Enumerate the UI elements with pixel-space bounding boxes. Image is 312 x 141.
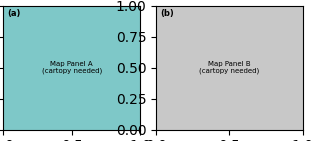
Text: (a): (a) (7, 9, 21, 18)
Text: Map Panel B
(cartopy needed): Map Panel B (cartopy needed) (199, 61, 260, 74)
Text: (b): (b) (160, 9, 174, 18)
Text: Map Panel A
(cartopy needed): Map Panel A (cartopy needed) (41, 61, 102, 74)
